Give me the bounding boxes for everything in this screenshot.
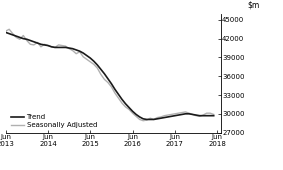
Seasonally Adjusted: [60, 45, 64, 47]
Trend: [134, 113, 138, 115]
Seasonally Adjusted: [67, 48, 71, 50]
Legend: Trend, Seasonally Adjusted: Trend, Seasonally Adjusted: [11, 114, 97, 128]
Line: Trend: Trend: [6, 32, 214, 120]
Seasonally Adjusted: [78, 51, 82, 53]
Trend: [64, 46, 67, 48]
Line: Seasonally Adjusted: Seasonally Adjusted: [6, 29, 214, 121]
Seasonally Adjusted: [142, 120, 145, 122]
Trend: [212, 115, 215, 117]
Seasonally Adjusted: [212, 113, 215, 115]
Trend: [74, 49, 78, 51]
Seasonally Adjusted: [138, 118, 141, 121]
Seasonally Adjusted: [4, 30, 7, 32]
Trend: [145, 118, 148, 121]
Trend: [39, 43, 43, 45]
Text: $m: $m: [247, 1, 260, 9]
Trend: [4, 31, 7, 33]
Seasonally Adjusted: [7, 28, 11, 30]
Seasonally Adjusted: [74, 53, 78, 55]
Trend: [57, 46, 60, 48]
Seasonally Adjusted: [43, 43, 46, 45]
Trend: [71, 48, 74, 50]
